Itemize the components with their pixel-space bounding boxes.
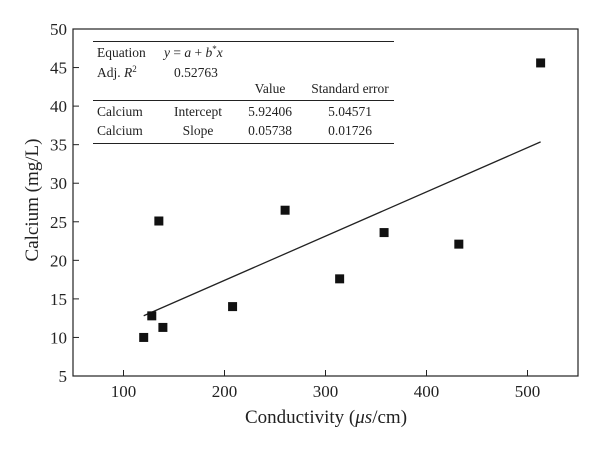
x-tick-label: 400 (414, 382, 440, 401)
x-tick-label: 100 (111, 382, 137, 401)
header-value: Value (255, 81, 286, 96)
data-point (335, 274, 345, 284)
header-stderr: Standard error (311, 81, 389, 96)
x-tick-label: 300 (313, 382, 339, 401)
adj-r2-value: 0.52763 (174, 65, 218, 80)
y-tick-label: 50 (50, 20, 67, 39)
y-tick-label: 10 (50, 328, 67, 347)
x-axis-title: Conductivity (μs/cm) (245, 407, 407, 428)
data-points (139, 58, 546, 342)
row1-stderr: 5.04571 (328, 104, 372, 119)
y-axis-title: Calcium (mg/L) (22, 139, 43, 262)
x-axis-ticks: 100 200 300 400 500 (111, 370, 541, 401)
y-tick-label: 30 (50, 174, 67, 193)
y-tick-label: 40 (50, 97, 67, 116)
data-point (139, 332, 149, 342)
y-tick-label: 5 (59, 367, 68, 386)
data-point (454, 239, 464, 249)
row2-name: Calcium (97, 123, 143, 138)
data-point (147, 311, 157, 321)
fit-stats-table: Equation y = a + b*x Adj. R2 0.52763 Val… (93, 41, 394, 144)
x-tick-label: 200 (212, 382, 238, 401)
row1-name: Calcium (97, 104, 143, 119)
y-tick-label: 20 (50, 251, 67, 270)
data-point (158, 322, 168, 332)
equation-formula: y = a + b*x (162, 44, 223, 60)
adj-r2-label: Adj. R2 (97, 64, 137, 80)
y-tick-label: 15 (50, 290, 67, 309)
x-tick-label: 500 (515, 382, 541, 401)
y-tick-label: 25 (50, 213, 67, 232)
data-point (154, 216, 164, 226)
row1-param: Intercept (174, 104, 222, 119)
regression-line (143, 141, 541, 317)
row2-stderr: 0.01726 (328, 123, 372, 138)
row2-param: Slope (183, 123, 214, 138)
data-point (379, 228, 389, 238)
y-tick-label: 35 (50, 136, 67, 155)
y-axis-ticks: 5 10 15 20 25 30 35 40 45 50 (50, 20, 79, 386)
y-tick-label: 45 (50, 59, 67, 78)
data-point (280, 205, 290, 215)
row2-value: 0.05738 (248, 123, 292, 138)
data-point (536, 58, 546, 68)
equation-label: Equation (97, 45, 146, 60)
data-point (228, 302, 238, 312)
row1-value: 5.92406 (248, 104, 292, 119)
